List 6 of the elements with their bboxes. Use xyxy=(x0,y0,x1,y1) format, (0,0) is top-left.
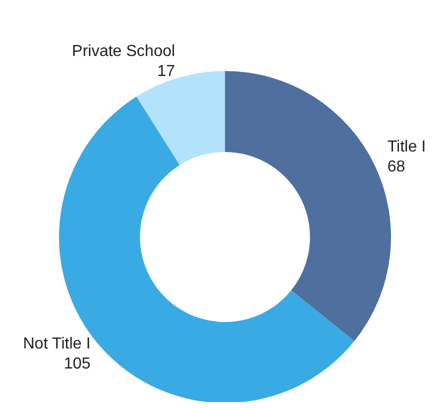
data-label: 68 xyxy=(387,158,406,176)
slice-label: Private School xyxy=(72,43,176,60)
data-label: 105 xyxy=(64,356,91,373)
slice-label: Not Title I xyxy=(22,336,91,353)
slice-label: Title I xyxy=(387,138,426,156)
data-label: 17 xyxy=(157,63,176,80)
